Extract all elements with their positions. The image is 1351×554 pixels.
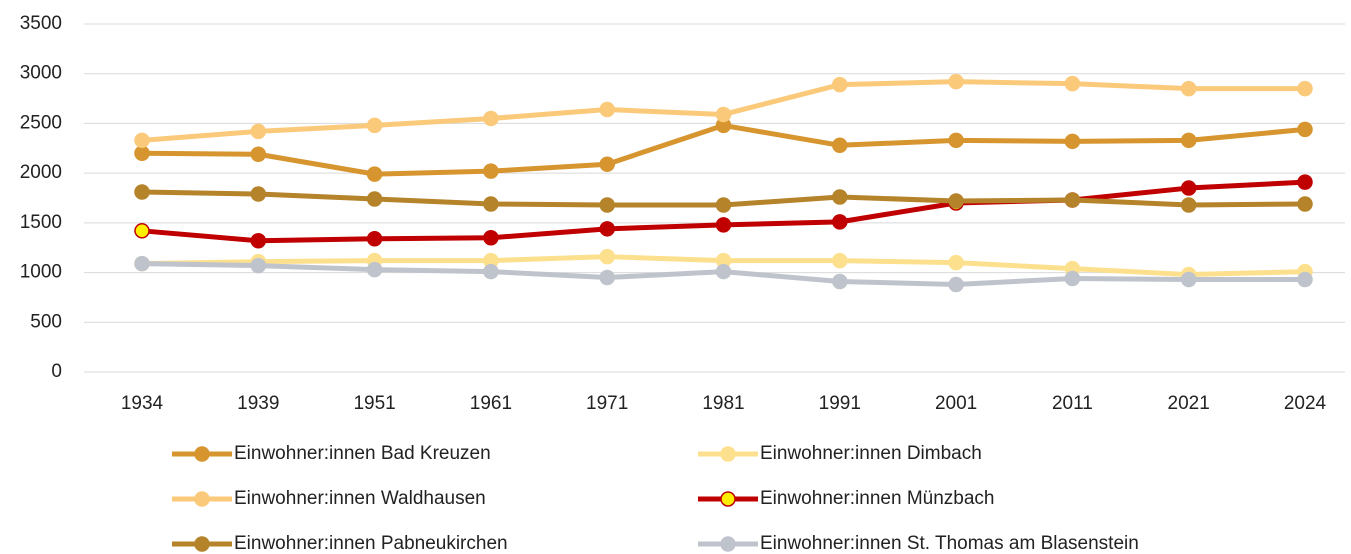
data-point <box>1297 196 1313 212</box>
y-tick-label: 3500 <box>20 13 62 34</box>
data-point <box>134 184 150 200</box>
data-point <box>250 123 267 140</box>
y-tick-label: 1000 <box>20 262 62 283</box>
y-tick-label: 500 <box>30 311 62 332</box>
data-point <box>948 193 964 209</box>
legend-marker <box>194 536 210 552</box>
data-point <box>1180 180 1197 196</box>
data-point <box>366 166 383 182</box>
data-point <box>134 223 150 239</box>
data-point <box>832 214 848 230</box>
legend-marker <box>720 491 736 507</box>
data-point <box>366 261 383 278</box>
x-tick-label: 1971 <box>586 393 628 414</box>
y-tick-label: 2500 <box>20 112 62 133</box>
legend-label: Einwohner:innen Pabneukirchen <box>234 533 508 554</box>
data-point <box>134 255 150 272</box>
data-point <box>250 257 267 274</box>
x-tick-label: 1961 <box>470 393 512 414</box>
data-point <box>1297 80 1313 97</box>
data-point <box>1297 121 1313 138</box>
x-tick-label: 2021 <box>1168 393 1210 414</box>
data-point <box>1180 197 1197 213</box>
data-point <box>483 196 499 212</box>
data-point <box>832 189 848 205</box>
legend-label: Einwohner:innen St. Thomas am Blasenstei… <box>760 533 1139 554</box>
data-point <box>948 276 964 293</box>
legend-marker <box>194 446 210 462</box>
data-point <box>1064 192 1081 208</box>
data-point <box>832 76 848 93</box>
x-tick-label: 1951 <box>353 393 395 414</box>
y-tick-label: 2000 <box>20 162 62 183</box>
data-point <box>1180 271 1197 288</box>
x-tick-label: 1934 <box>121 393 164 414</box>
x-tick-label: 2001 <box>935 393 977 414</box>
y-tick-label: 1500 <box>20 212 62 233</box>
data-point <box>599 221 615 237</box>
legend-label: Einwohner:innen Waldhausen <box>234 488 486 509</box>
data-point <box>134 145 150 162</box>
data-point <box>599 248 615 265</box>
data-point <box>832 273 848 290</box>
data-point <box>366 117 383 134</box>
data-point <box>715 197 732 213</box>
legend-label: Einwohner:innen Münzbach <box>760 488 995 509</box>
data-point <box>483 263 499 280</box>
data-point <box>366 191 383 207</box>
data-point <box>715 217 732 233</box>
data-point <box>832 252 848 269</box>
data-point <box>483 110 499 127</box>
data-point <box>134 132 150 149</box>
legend-marker <box>194 491 210 507</box>
data-point <box>599 197 615 213</box>
legend-marker <box>720 536 736 552</box>
data-point <box>483 230 499 246</box>
data-point <box>250 233 267 249</box>
x-tick-label: 1991 <box>819 393 861 414</box>
data-point <box>1297 174 1313 190</box>
data-point <box>1064 75 1081 92</box>
data-point <box>948 132 964 149</box>
data-point <box>715 106 732 123</box>
data-point <box>483 163 499 179</box>
data-point <box>832 137 848 154</box>
y-tick-label: 3000 <box>20 63 62 84</box>
legend-label: Einwohner:innen Dimbach <box>760 443 982 464</box>
data-point <box>948 73 964 90</box>
data-point <box>1180 80 1197 97</box>
data-point <box>1064 133 1081 150</box>
data-point <box>1297 271 1313 288</box>
data-point <box>599 101 615 118</box>
legend-label: Einwohner:innen Bad Kreuzen <box>234 443 491 464</box>
data-point <box>250 186 267 202</box>
data-point <box>948 254 964 271</box>
x-tick-label: 2011 <box>1052 393 1093 414</box>
data-point <box>715 263 732 280</box>
data-point <box>366 231 383 247</box>
legend-marker <box>720 446 736 462</box>
data-point <box>250 146 267 163</box>
data-point <box>599 156 615 172</box>
x-tick-label: 2024 <box>1284 393 1327 414</box>
data-point <box>599 269 615 286</box>
x-tick-label: 1939 <box>237 393 279 414</box>
x-tick-label: 1981 <box>702 393 744 414</box>
data-point <box>1180 132 1197 149</box>
y-tick-label: 0 <box>51 361 62 382</box>
data-point <box>1064 270 1081 287</box>
